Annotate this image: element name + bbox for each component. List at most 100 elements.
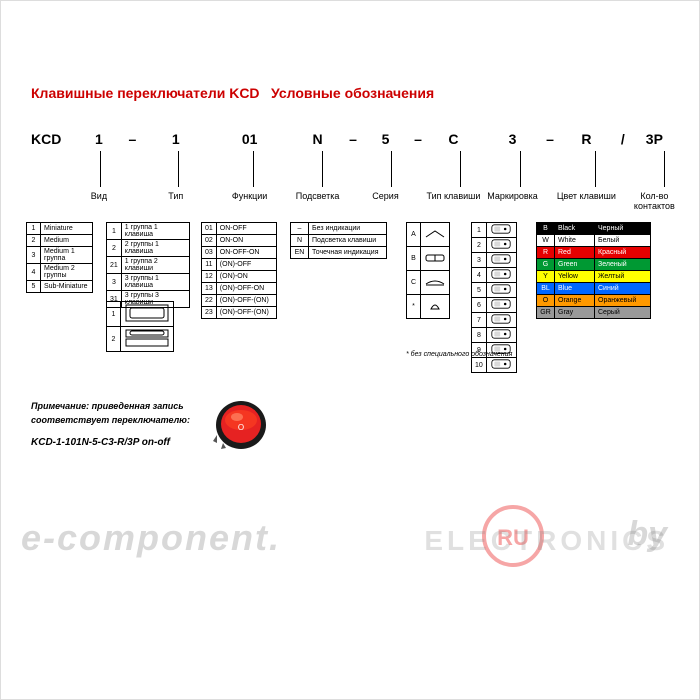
table-markirovka: 12345678910	[471, 222, 517, 373]
code-label-11: Цвет клавиши	[557, 191, 616, 211]
svg-text:O: O	[238, 423, 244, 432]
table-row: RRedКрасный	[537, 247, 651, 259]
vid-num: 2	[27, 235, 41, 247]
mark-num: 7	[472, 313, 487, 328]
mark-num: 10	[472, 358, 487, 373]
connector-line	[520, 151, 521, 187]
func-text: (ON)-OFF	[216, 259, 276, 271]
color-en: Red	[555, 247, 595, 259]
code-segment-2: 1	[141, 131, 210, 147]
connector-line	[391, 151, 392, 187]
table-row: 5	[472, 283, 517, 298]
table-row: 7	[472, 313, 517, 328]
code-separator: –	[124, 131, 142, 147]
color-code: W	[537, 235, 555, 247]
mark-icon	[486, 223, 516, 238]
vid-text: Medium 1 группа	[41, 247, 93, 264]
table-row: 4	[472, 268, 517, 283]
table-tip: 11 группа 1 клавиша22 группы 1 клавиша21…	[106, 222, 190, 308]
table-row: 12(ON)-ON	[202, 271, 277, 283]
tip-text: 3 группы 1 клавиша	[121, 274, 189, 291]
color-code: B	[537, 223, 555, 235]
mark-num: 1	[472, 223, 487, 238]
table-row: 5Sub-Miniature	[27, 281, 93, 293]
color-ru: Зеленый	[595, 259, 651, 271]
tk-code: A	[407, 223, 421, 247]
code-segment-8: C	[425, 131, 482, 147]
tip-num: 21	[107, 257, 122, 274]
table-row: BLBlueСиний	[537, 283, 651, 295]
code-label-7	[411, 191, 425, 211]
table-row: 22(ON)-OFF-(ON)	[202, 295, 277, 307]
table-podsvetka: –Без индикацииNПодсветка клавишиENТочечн…	[290, 222, 387, 259]
code-segment-11: R	[557, 131, 616, 147]
mark-icon	[486, 343, 516, 358]
table-colors: BBlackЧерныйWWhiteБелыйRRedКрасныйGGreen…	[536, 222, 651, 319]
color-en: Yellow	[555, 271, 595, 283]
table-row: 1	[472, 223, 517, 238]
table-row: 6	[472, 298, 517, 313]
vid-text: Medium 2 группы	[41, 264, 93, 281]
table-row: 211 группа 2 клавиши	[107, 257, 190, 274]
code-labels-row: ВидТипФункцииПодсветкаСерияТип клавишиМа…	[31, 191, 679, 211]
table-row: GRGrayСерый	[537, 307, 651, 319]
color-en: Green	[555, 259, 595, 271]
color-ru: Белый	[595, 235, 651, 247]
table-row: 11 группа 1 клавиша	[107, 223, 190, 240]
pod-text: Без индикации	[309, 223, 387, 235]
func-text: (ON)-OFF-(ON)	[216, 295, 276, 307]
table-row: 2Medium	[27, 235, 93, 247]
table-row: 9	[472, 343, 517, 358]
color-ru: Оранжевый	[595, 295, 651, 307]
table-row: 23(ON)-OFF-(ON)	[202, 307, 277, 319]
tk-icon	[421, 295, 450, 319]
table-row: A	[407, 223, 450, 247]
code-label-9: Маркировка	[482, 191, 543, 211]
tip-icon-num: 1	[107, 302, 121, 327]
color-en: White	[555, 235, 595, 247]
tk-icon	[421, 223, 450, 247]
func-num: 12	[202, 271, 217, 283]
table-row: 11(ON)-OFF	[202, 259, 277, 271]
table-tip-klavishi: ABC*	[406, 222, 450, 319]
table-row: YYellowЖелтый	[537, 271, 651, 283]
table-row: ENТочечная индикация	[291, 247, 387, 259]
color-code: O	[537, 295, 555, 307]
page-title-sub: Условные обозначения	[271, 85, 434, 101]
table-row: GGreenЗеленый	[537, 259, 651, 271]
color-ru: Синий	[595, 283, 651, 295]
page-title-main: Клавишные переключатели KCD	[31, 85, 260, 101]
code-label-8: Тип клавиши	[425, 191, 482, 211]
table-row: 3Medium 1 группа	[27, 247, 93, 264]
code-label-2: Тип	[141, 191, 210, 211]
color-en: Orange	[555, 295, 595, 307]
pod-num: EN	[291, 247, 309, 259]
vid-num: 4	[27, 264, 41, 281]
mark-icon	[486, 268, 516, 283]
color-code: GR	[537, 307, 555, 319]
code-separator: –	[543, 131, 557, 147]
table-row: 1Miniature	[27, 223, 93, 235]
mark-icon	[486, 238, 516, 253]
code-segment-6: 5	[360, 131, 411, 147]
func-text: (ON)-ON	[216, 271, 276, 283]
mark-icon	[486, 313, 516, 328]
tk-code: C	[407, 271, 421, 295]
pod-text: Подсветка клавиши	[309, 235, 387, 247]
code-label-1	[124, 191, 142, 211]
table-row: 1	[107, 302, 174, 327]
func-num: 23	[202, 307, 217, 319]
pod-num: –	[291, 223, 309, 235]
color-code: BL	[537, 283, 555, 295]
watermark-left: e-component.by	[21, 517, 327, 559]
vid-text: Medium	[41, 235, 93, 247]
table-row: 02ON-ON	[202, 235, 277, 247]
table-row: 33 группы 1 клавиша	[107, 274, 190, 291]
vid-num: 3	[27, 247, 41, 264]
color-ru: Черный	[595, 223, 651, 235]
func-num: 01	[202, 223, 217, 235]
connector-line	[178, 151, 179, 187]
code-label-4: Подсветка	[289, 191, 346, 211]
func-num: 03	[202, 247, 217, 259]
table-row: 4Medium 2 группы	[27, 264, 93, 281]
